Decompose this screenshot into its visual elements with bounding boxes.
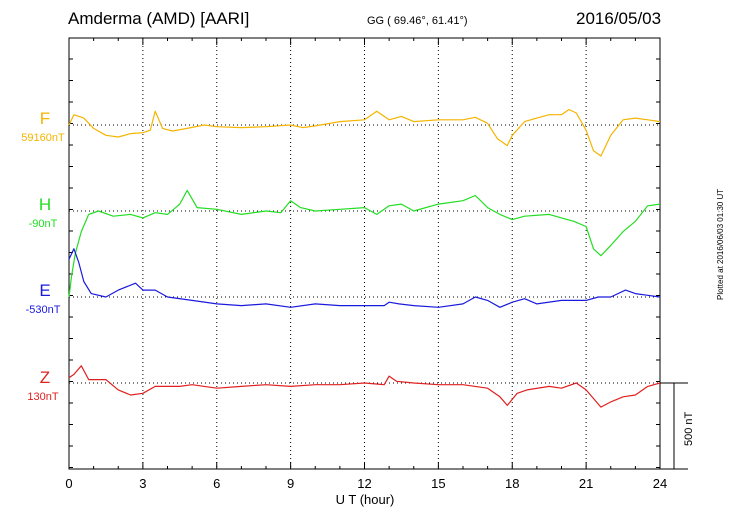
- series-line-f: [68, 108, 661, 157]
- component-label-e: E: [39, 281, 50, 300]
- x-tick-label: 15: [431, 476, 445, 491]
- x-tick-label: 3: [139, 476, 146, 491]
- x-tick-label: 0: [65, 476, 72, 491]
- grid: [69, 38, 660, 469]
- x-ticks: 0 3 6 9 12 15 18 21 24: [65, 38, 667, 491]
- x-tick-label: 6: [213, 476, 220, 491]
- x-tick-label: 24: [653, 476, 667, 491]
- scale-bar-label: 500 nT: [683, 411, 695, 446]
- baseline-label-f: 59160nT: [21, 132, 65, 144]
- station-title: Amderma (AMD) [AARI]: [68, 9, 250, 28]
- x-tick-label: 9: [287, 476, 294, 491]
- scale-bar: 500 nT: [660, 382, 695, 470]
- baseline-label-e: -530nT: [26, 304, 61, 316]
- component-label-h: H: [39, 195, 51, 214]
- series-line-z: [68, 365, 661, 408]
- series-line-e: [68, 248, 661, 308]
- series-layer: [68, 108, 661, 408]
- component-label-f: F: [40, 109, 50, 128]
- x-axis-label: U T (hour): [336, 492, 395, 507]
- station-coords: GG ( 69.46°, 61.41°): [367, 15, 468, 27]
- x-tick-label: 12: [357, 476, 371, 491]
- baseline-label-z: 130nT: [27, 391, 58, 403]
- baseline-label-h: -90nT: [29, 218, 58, 230]
- series-line-h: [68, 189, 661, 298]
- component-labels: F 59160nT H -90nT E -530nT Z 130nT: [21, 109, 65, 403]
- x-tick-label: 18: [505, 476, 519, 491]
- plot-date: 2016/05/03: [576, 9, 662, 28]
- x-tick-label: 21: [579, 476, 593, 491]
- component-label-z: Z: [40, 368, 50, 387]
